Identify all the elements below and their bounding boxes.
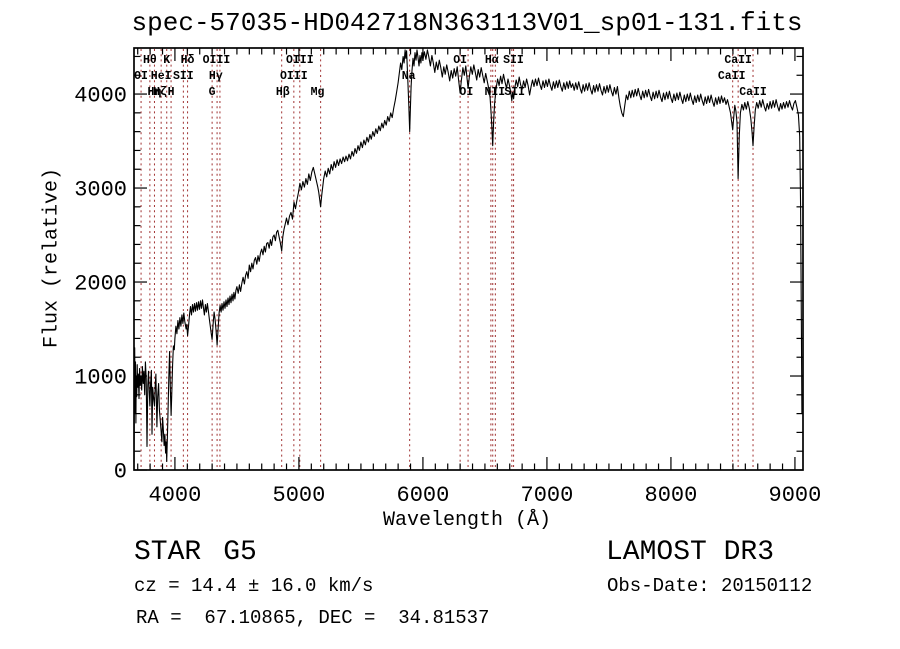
- feature-label-Hθ: Hθ: [143, 54, 157, 67]
- y-tick-label: 2000: [74, 272, 127, 297]
- y-tick-label: 0: [114, 460, 127, 485]
- feature-label-SII: SII: [504, 86, 525, 99]
- x-tick-label: 7000: [521, 483, 574, 508]
- feature-label-Hζ: Hζ: [153, 86, 167, 99]
- y-tick-labels: 0 1000 2000 3000 4000: [74, 84, 127, 485]
- x-tick-label: 9000: [769, 483, 822, 508]
- object-class-annotation: STAR G5: [134, 537, 257, 568]
- feature-label-H: H: [168, 86, 175, 99]
- feature-label-OI: OI: [459, 86, 473, 99]
- feature-label-Hγ: Hγ: [209, 70, 223, 83]
- feature-label-CaII: CaII: [739, 86, 767, 99]
- feature-label-K: K: [163, 54, 170, 67]
- feature-label-Mg: Mg: [311, 86, 325, 99]
- feature-label-OIII: OIII: [286, 54, 314, 67]
- feature-label-HeI: HeI: [151, 70, 172, 83]
- x-axis-title: Wavelength (Å): [382, 509, 552, 532]
- y-tick-label: 3000: [74, 178, 127, 203]
- feature-label-Na: Na: [402, 70, 416, 83]
- x-tick-label: 8000: [645, 483, 698, 508]
- plot-title: spec-57035-HD042718N363113V01_sp01-131.f…: [131, 8, 803, 38]
- object-class: STAR: [134, 537, 202, 568]
- feature-label-G: G: [209, 86, 216, 99]
- x-tick-label: 4000: [149, 483, 202, 508]
- feature-lines: [140, 49, 754, 469]
- x-tick-labels: 4000 5000 6000 7000 8000 9000: [149, 483, 822, 508]
- feature-label-OI: OI: [134, 70, 148, 83]
- x-tick-label: 6000: [397, 483, 450, 508]
- feature-label-SII: SII: [503, 54, 524, 67]
- feature-label-Hα: Hα: [485, 54, 499, 67]
- feature-label-OI: OI: [453, 54, 467, 67]
- feature-label-OIII: OIII: [203, 54, 231, 67]
- x-tick-label: 5000: [273, 483, 326, 508]
- feature-label-CaII: CaII: [718, 70, 746, 83]
- spectrum-line: [133, 49, 803, 464]
- obs-date-annotation: Obs-Date: 20150112: [607, 575, 813, 597]
- ra-dec-annotation: RA = 67.10865, DEC = 34.81537: [136, 607, 490, 629]
- y-axis-title: Flux (relative): [40, 167, 64, 349]
- feature-label-OIII: OIII: [280, 70, 308, 83]
- feature-label-CaII: CaII: [724, 54, 752, 67]
- feature-label-NII: NII: [484, 86, 505, 99]
- y-tick-label: 4000: [74, 84, 127, 109]
- y-tick-label: 1000: [74, 366, 127, 391]
- feature-label-Hβ: Hβ: [276, 86, 290, 99]
- survey-release-annotation: LAMOST DR3: [606, 537, 775, 568]
- feature-label-Hη: Hη: [148, 86, 162, 99]
- feature-label-SII: SII: [173, 70, 194, 83]
- feature-label-Hδ: Hδ: [181, 54, 195, 67]
- object-subclass: G5: [223, 537, 257, 568]
- cz-annotation: cz = 14.4 ± 16.0 km/s: [134, 575, 374, 597]
- plot-frame: [133, 47, 804, 471]
